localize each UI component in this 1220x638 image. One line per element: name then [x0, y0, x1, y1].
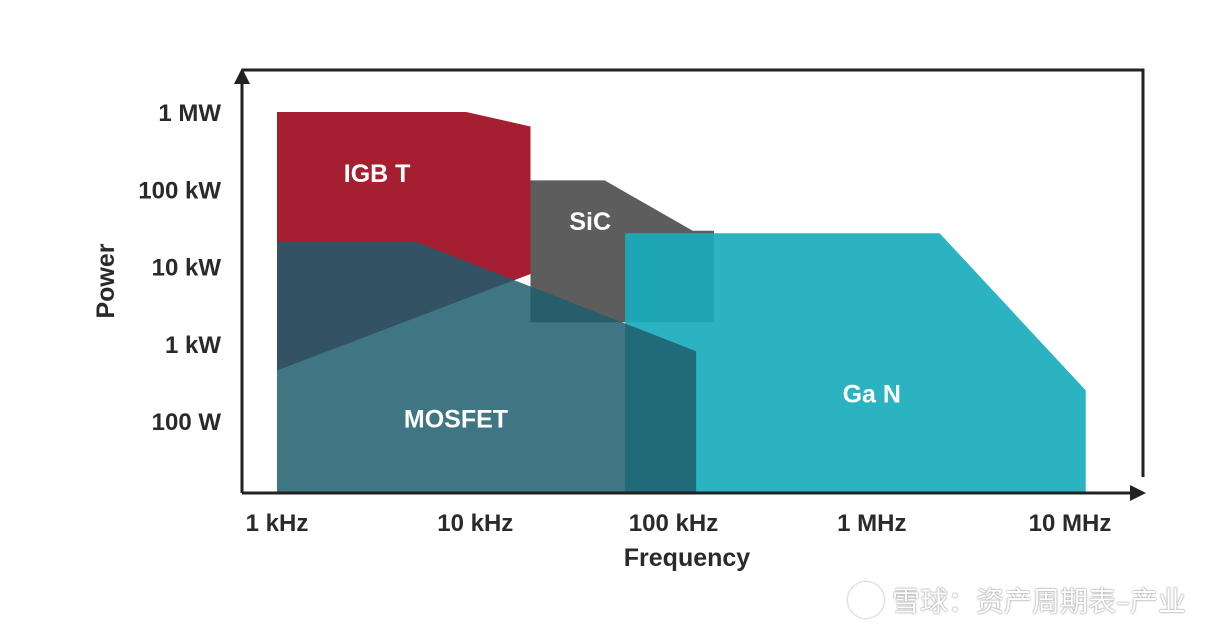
region-label-igb-t: IGB T: [344, 160, 411, 188]
chart-frame: [234, 68, 1146, 501]
y-tick-label-1-kw: 1 kW: [165, 332, 221, 359]
region-label-sic: SiC: [569, 208, 611, 236]
y-tick-label-100-w: 100 W: [152, 409, 222, 436]
watermark-text: 雪球：资产周期表–产业: [891, 585, 1186, 618]
x-tick-label-10-khz: 10 kHz: [437, 510, 513, 537]
chart-regions: [277, 112, 1086, 493]
x-tick-labels: 1 kHz 10 kHz 100 kHz 1 MHz 10 MHz: [246, 510, 1112, 537]
y-tick-labels: 100 W 1 kW 10 kW 100 kW 1 MW: [138, 100, 221, 436]
chart-frame-box: [242, 68, 1145, 477]
x-axis-arrow: [1130, 485, 1146, 501]
region-ga-n: [625, 233, 1086, 493]
region-mosfet: [277, 241, 697, 493]
y-tick-label-1-mw: 1 MW: [158, 100, 221, 127]
x-tick-label-1-mhz: 1 MHz: [837, 510, 906, 537]
y-axis-title: Power: [92, 243, 120, 318]
y-tick-label-10-kw: 10 kW: [152, 255, 222, 282]
watermark: 雪球：资产周期表–产业: [847, 580, 1186, 620]
x-tick-label-10-mhz: 10 MHz: [1029, 510, 1112, 537]
y-axis-arrow: [234, 68, 250, 84]
x-tick-label-1-khz: 1 kHz: [246, 510, 309, 537]
y-tick-label-100-kw: 100 kW: [138, 177, 221, 204]
snowball-logo-icon: [847, 582, 884, 618]
region-label-ga-n: Ga N: [843, 381, 901, 409]
region-label-mosfet: MOSFET: [404, 406, 508, 434]
x-axis-title: Frequency: [624, 544, 751, 572]
x-tick-label-100-khz: 100 kHz: [629, 510, 718, 537]
region-labels: SiC IGB T Ga N MOSFET: [344, 160, 901, 433]
